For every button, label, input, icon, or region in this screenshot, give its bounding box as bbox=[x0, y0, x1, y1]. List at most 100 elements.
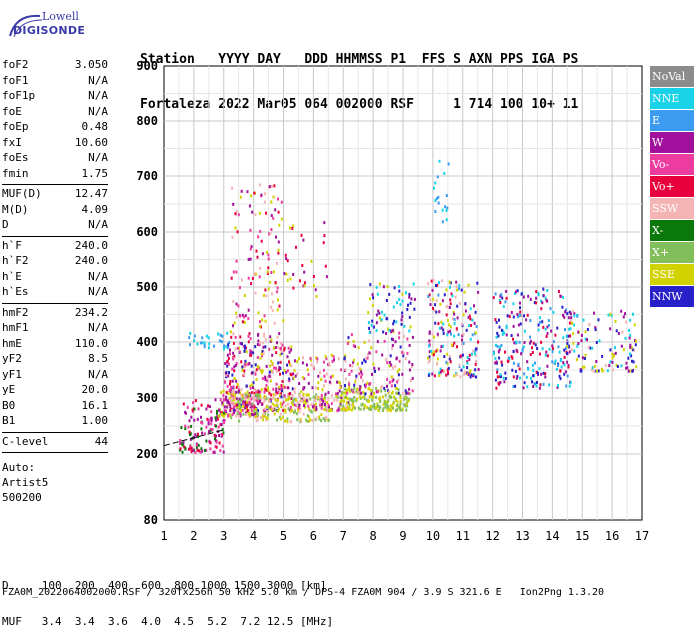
echo-point bbox=[324, 402, 326, 406]
echo-point bbox=[525, 318, 528, 322]
param-separator bbox=[2, 431, 108, 433]
echo-point bbox=[475, 359, 478, 363]
echo-point bbox=[309, 356, 312, 360]
echo-point bbox=[540, 299, 543, 303]
echo-point bbox=[408, 295, 411, 299]
echo-point bbox=[439, 349, 442, 353]
echo-point bbox=[266, 375, 269, 379]
legend-entry: X- bbox=[650, 220, 694, 241]
echo-point bbox=[302, 412, 305, 416]
echo-point bbox=[517, 323, 520, 327]
echo-point bbox=[496, 368, 499, 372]
echo-point bbox=[289, 277, 292, 281]
echo-point bbox=[529, 339, 532, 343]
echo-point bbox=[268, 374, 271, 378]
echo-point bbox=[246, 395, 249, 399]
echo-point bbox=[298, 382, 301, 385]
echo-point bbox=[546, 325, 549, 329]
echo-point bbox=[280, 200, 283, 204]
echo-point bbox=[270, 369, 273, 373]
echo-point bbox=[227, 400, 230, 404]
echo-point bbox=[226, 359, 229, 363]
echo-point bbox=[352, 399, 355, 403]
echo-point bbox=[467, 373, 470, 377]
echo-point bbox=[591, 368, 593, 372]
echo-point bbox=[207, 346, 210, 350]
echo-point bbox=[224, 408, 227, 412]
echo-point bbox=[544, 375, 547, 379]
echo-point bbox=[306, 397, 309, 401]
echo-point bbox=[386, 377, 389, 381]
echo-point bbox=[356, 362, 359, 366]
echo-point bbox=[570, 319, 573, 323]
echo-point bbox=[254, 291, 257, 295]
echo-point bbox=[248, 362, 251, 365]
echo-point bbox=[435, 284, 437, 288]
echo-point bbox=[288, 350, 291, 354]
echo-point bbox=[405, 403, 408, 407]
echo-point bbox=[305, 418, 308, 422]
echo-point bbox=[261, 418, 264, 422]
echo-point bbox=[192, 448, 195, 452]
echo-point bbox=[238, 402, 241, 405]
echo-point bbox=[301, 398, 304, 401]
echo-point bbox=[277, 407, 280, 411]
echo-point bbox=[514, 384, 517, 388]
echo-point bbox=[512, 302, 515, 306]
echo-point bbox=[260, 388, 263, 392]
echo-point bbox=[573, 314, 576, 318]
param-row: h`Es N/A bbox=[2, 285, 108, 301]
echo-point bbox=[397, 373, 400, 377]
echo-point bbox=[308, 419, 310, 423]
echo-point bbox=[206, 417, 209, 421]
echo-point bbox=[408, 329, 411, 333]
echo-point bbox=[244, 346, 247, 350]
echo-point bbox=[537, 323, 540, 327]
echo-point bbox=[275, 382, 278, 386]
echo-point bbox=[343, 399, 346, 403]
echo-point bbox=[387, 389, 389, 393]
echo-point bbox=[276, 403, 278, 407]
echo-point bbox=[410, 297, 413, 301]
echo-point bbox=[242, 400, 244, 404]
echo-point bbox=[597, 318, 600, 322]
echo-point bbox=[243, 369, 246, 373]
echo-point bbox=[223, 405, 226, 409]
echo-point bbox=[254, 272, 257, 276]
echo-point bbox=[222, 419, 225, 423]
echo-point bbox=[330, 394, 333, 397]
echo-point bbox=[562, 295, 565, 299]
echo-point bbox=[234, 402, 237, 405]
echo-point bbox=[562, 313, 564, 317]
echo-point bbox=[222, 414, 225, 418]
echo-point bbox=[264, 338, 267, 342]
echo-point bbox=[572, 341, 575, 345]
echo-point bbox=[455, 327, 458, 331]
echo-point bbox=[240, 360, 243, 364]
echo-point bbox=[557, 345, 560, 349]
echo-point bbox=[184, 427, 187, 431]
echo-point bbox=[274, 281, 277, 284]
echo-point bbox=[446, 333, 449, 337]
echo-point bbox=[553, 361, 556, 365]
echo-point bbox=[299, 399, 302, 403]
echo-point bbox=[207, 422, 210, 426]
echo-point bbox=[284, 410, 287, 414]
echo-point bbox=[288, 379, 291, 383]
echo-point bbox=[446, 318, 449, 322]
echo-point bbox=[232, 341, 235, 345]
echo-point bbox=[293, 390, 296, 394]
echo-point bbox=[516, 289, 519, 293]
echo-point bbox=[611, 352, 614, 356]
echo-point bbox=[386, 403, 389, 406]
param-name: yE bbox=[2, 383, 16, 396]
echo-point bbox=[291, 387, 294, 391]
echo-point bbox=[335, 392, 337, 396]
echo-point bbox=[461, 342, 463, 346]
echo-point bbox=[229, 330, 232, 334]
echo-point bbox=[359, 385, 362, 388]
param-name: hmF2 bbox=[2, 305, 29, 319]
echo-point bbox=[220, 433, 223, 436]
echo-point bbox=[439, 370, 442, 374]
param-row: foEp 0.48 bbox=[2, 120, 108, 136]
